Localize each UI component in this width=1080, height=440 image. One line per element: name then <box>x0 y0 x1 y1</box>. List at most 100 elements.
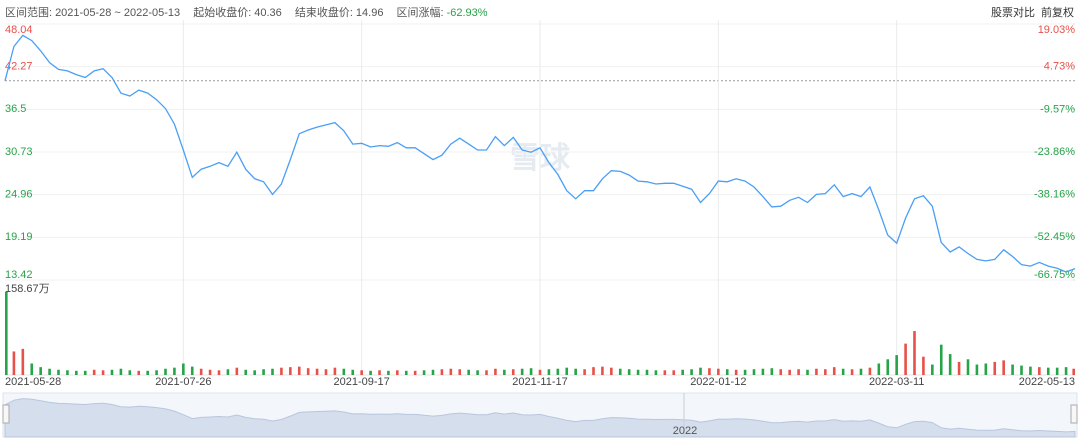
volume-bar <box>422 370 426 375</box>
volume-bar <box>404 370 408 375</box>
volume-bar <box>208 369 212 375</box>
volume-bar <box>289 367 292 375</box>
volume-bar <box>12 351 16 375</box>
volume-bar <box>725 369 729 375</box>
volume-bar <box>164 368 167 375</box>
change-pct: -62.93% <box>446 7 488 19</box>
volume-bar <box>413 370 417 375</box>
change-label: 区间涨幅: <box>396 7 444 19</box>
volume-bar <box>511 369 515 375</box>
x-tick-label: 2021-07-26 <box>155 376 211 388</box>
volume-bar <box>92 369 96 375</box>
volume-bar <box>262 369 265 375</box>
volume-bar <box>601 366 604 375</box>
volume-bar <box>779 369 783 375</box>
volume-bar <box>904 343 907 375</box>
volume-bar <box>110 369 114 375</box>
volume-bar <box>66 370 69 375</box>
volume-bar <box>476 370 479 375</box>
x-tick-label: 2021-05-28 <box>5 376 61 388</box>
y-tick-label: 19.19 <box>5 231 33 243</box>
end-close: 14.96 <box>355 7 384 19</box>
volume-bar <box>743 369 747 375</box>
volume-bar <box>547 369 551 375</box>
volume-bar <box>645 369 649 375</box>
volume-bar <box>297 366 301 375</box>
volume-bar <box>529 368 533 375</box>
adjust-button[interactable]: 前复权 <box>1041 7 1074 19</box>
volume-bar <box>199 368 203 375</box>
range-label: 区间范围: <box>5 7 53 19</box>
end-label: 结束收盘价: <box>294 7 353 19</box>
volume-bar <box>75 370 78 375</box>
y2-tick-label: -23.86% <box>1034 146 1075 158</box>
volume-bar <box>913 331 916 375</box>
navigator-handle[interactable] <box>1070 404 1078 424</box>
volume-bar <box>119 368 123 375</box>
volume-bar <box>627 369 631 375</box>
volume-bar <box>815 368 818 375</box>
volume-bar <box>1064 367 1068 375</box>
volume-bar <box>788 369 791 375</box>
volume-bar <box>797 369 800 375</box>
x-tick-label: 2022-05-13 <box>1019 376 1075 388</box>
volume-bar <box>592 367 595 375</box>
volume-bar <box>449 368 453 375</box>
volume-bar <box>1020 365 1023 375</box>
volume-bar <box>966 359 970 375</box>
volume-bar <box>681 369 684 375</box>
volume-bar <box>957 361 961 375</box>
y2-tick-label: -38.16% <box>1034 189 1075 201</box>
volume-bar <box>360 370 363 375</box>
volume-bar <box>850 369 854 375</box>
volume-bar <box>565 367 569 375</box>
volume-bar <box>556 368 560 375</box>
volume-tick-label: 158.67万 <box>5 283 50 295</box>
y2-tick-label: 19.03% <box>1038 24 1076 36</box>
volume-bar <box>717 368 720 375</box>
volume-bar <box>1055 367 1059 375</box>
volume-bar <box>137 370 141 375</box>
volume-bar <box>324 369 328 375</box>
start-label: 起始收盘价: <box>193 7 252 19</box>
volume-bar <box>226 369 230 375</box>
y-tick-label: 42.27 <box>5 61 33 73</box>
volume-bar <box>824 369 827 375</box>
volume-bar <box>699 367 702 375</box>
volume-bar <box>387 370 390 375</box>
header: 区间范围: 2021-05-28 ~ 2022-05-13 起始收盘价: 40.36… <box>5 4 491 20</box>
volume-bar <box>494 368 497 375</box>
volume-bar <box>1038 367 1041 375</box>
toolbar: 股票对比 前复权 <box>985 4 1074 20</box>
price-line <box>4 34 1076 273</box>
volume-bar <box>672 370 676 375</box>
volume-bar <box>253 370 256 375</box>
volume-bar <box>458 369 462 375</box>
volume-bar <box>351 369 355 375</box>
volume-bar <box>770 368 774 375</box>
volume-bar <box>30 363 34 375</box>
volume-bar <box>868 367 872 375</box>
volume-bar <box>975 364 979 375</box>
volume-bar <box>146 370 149 375</box>
y-tick-label: 13.42 <box>5 269 33 281</box>
volume-bar <box>618 368 622 375</box>
volume-bar <box>39 367 42 375</box>
volume-bar <box>520 368 524 375</box>
volume-bar <box>235 367 239 375</box>
volume-bar <box>636 369 640 375</box>
y-tick-label: 36.5 <box>5 103 26 115</box>
volume-bar <box>396 370 399 375</box>
volume-bar <box>574 368 577 375</box>
navigator-handle[interactable] <box>2 404 10 424</box>
volume-bar <box>841 368 845 375</box>
volume-bar <box>431 369 435 375</box>
volume-bar <box>939 344 943 375</box>
volume-bar <box>315 368 319 375</box>
volume-bar <box>48 368 51 375</box>
y2-tick-label: -52.45% <box>1034 231 1075 243</box>
volume-bar <box>984 363 988 375</box>
compare-button[interactable]: 股票对比 <box>991 7 1035 19</box>
volume-bar <box>761 368 765 375</box>
navigator-area <box>4 398 1076 438</box>
